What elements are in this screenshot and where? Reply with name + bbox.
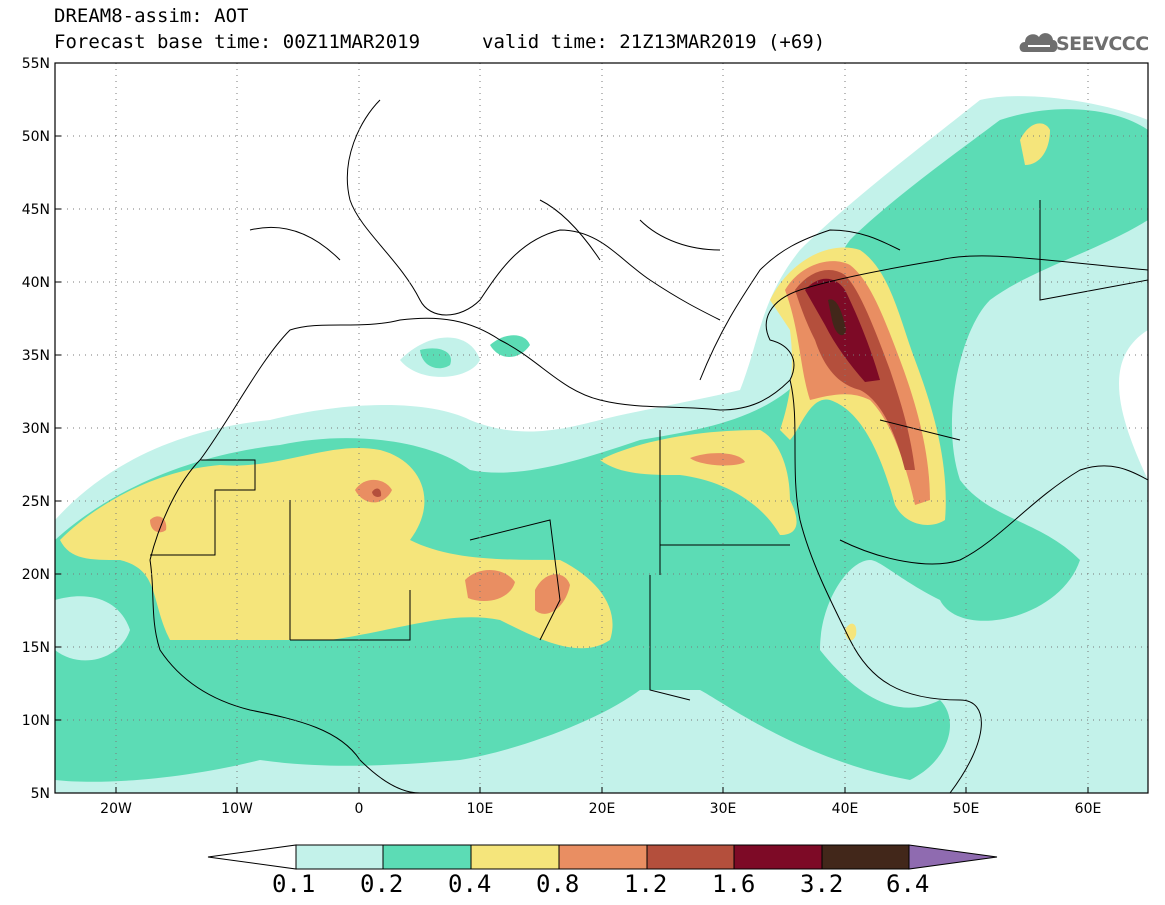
colorbar-label-0: 0.1 (272, 870, 315, 898)
colorbar-label-3: 0.8 (536, 870, 579, 898)
colorbar-swatch-2 (471, 845, 559, 869)
colorbar-label-5: 1.6 (712, 870, 755, 898)
lon-label-0: 0 (355, 801, 364, 817)
colorbar-low-arrow (208, 845, 296, 869)
colorbar-swatch-0 (296, 845, 383, 869)
lat-label-15n: 15N (22, 640, 50, 656)
lon-label-10w: 10W (221, 801, 253, 817)
aot-contours (55, 96, 1148, 793)
colorbar-swatch-3 (559, 845, 647, 869)
colorbar-label-1: 0.2 (360, 870, 403, 898)
colorbar-swatch-1 (383, 845, 471, 869)
colorbar-label-6: 3.2 (800, 870, 843, 898)
lat-label-20n: 20N (22, 567, 50, 583)
lon-label-20w: 20W (100, 801, 132, 817)
lat-label-50n: 50N (22, 129, 50, 145)
colorbar-high-arrow (909, 845, 997, 869)
lon-label-40e: 40E (832, 801, 859, 817)
colorbar-swatch-5 (734, 845, 822, 869)
lat-label-55n: 55N (22, 56, 50, 72)
lon-label-20e: 20E (589, 801, 616, 817)
lon-label-30e: 30E (710, 801, 737, 817)
lat-label-40n: 40N (22, 275, 50, 291)
lat-label-10n: 10N (22, 713, 50, 729)
lat-label-5n: 5N (31, 786, 50, 802)
lon-label-60e: 60E (1075, 801, 1102, 817)
lon-label-10e: 10E (467, 801, 494, 817)
colorbar-swatch-4 (647, 845, 734, 869)
lon-label-50e: 50E (953, 801, 980, 817)
lat-label-30n: 30N (22, 421, 50, 437)
colorbar-swatch-6 (822, 845, 909, 869)
lat-label-25n: 25N (22, 494, 50, 510)
lat-label-45n: 45N (22, 202, 50, 218)
lat-label-35n: 35N (22, 348, 50, 364)
colorbar-label-7: 6.4 (886, 870, 929, 898)
colorbar-label-4: 1.2 (624, 870, 667, 898)
colorbar-label-2: 0.4 (448, 870, 491, 898)
colorbar (208, 845, 997, 869)
